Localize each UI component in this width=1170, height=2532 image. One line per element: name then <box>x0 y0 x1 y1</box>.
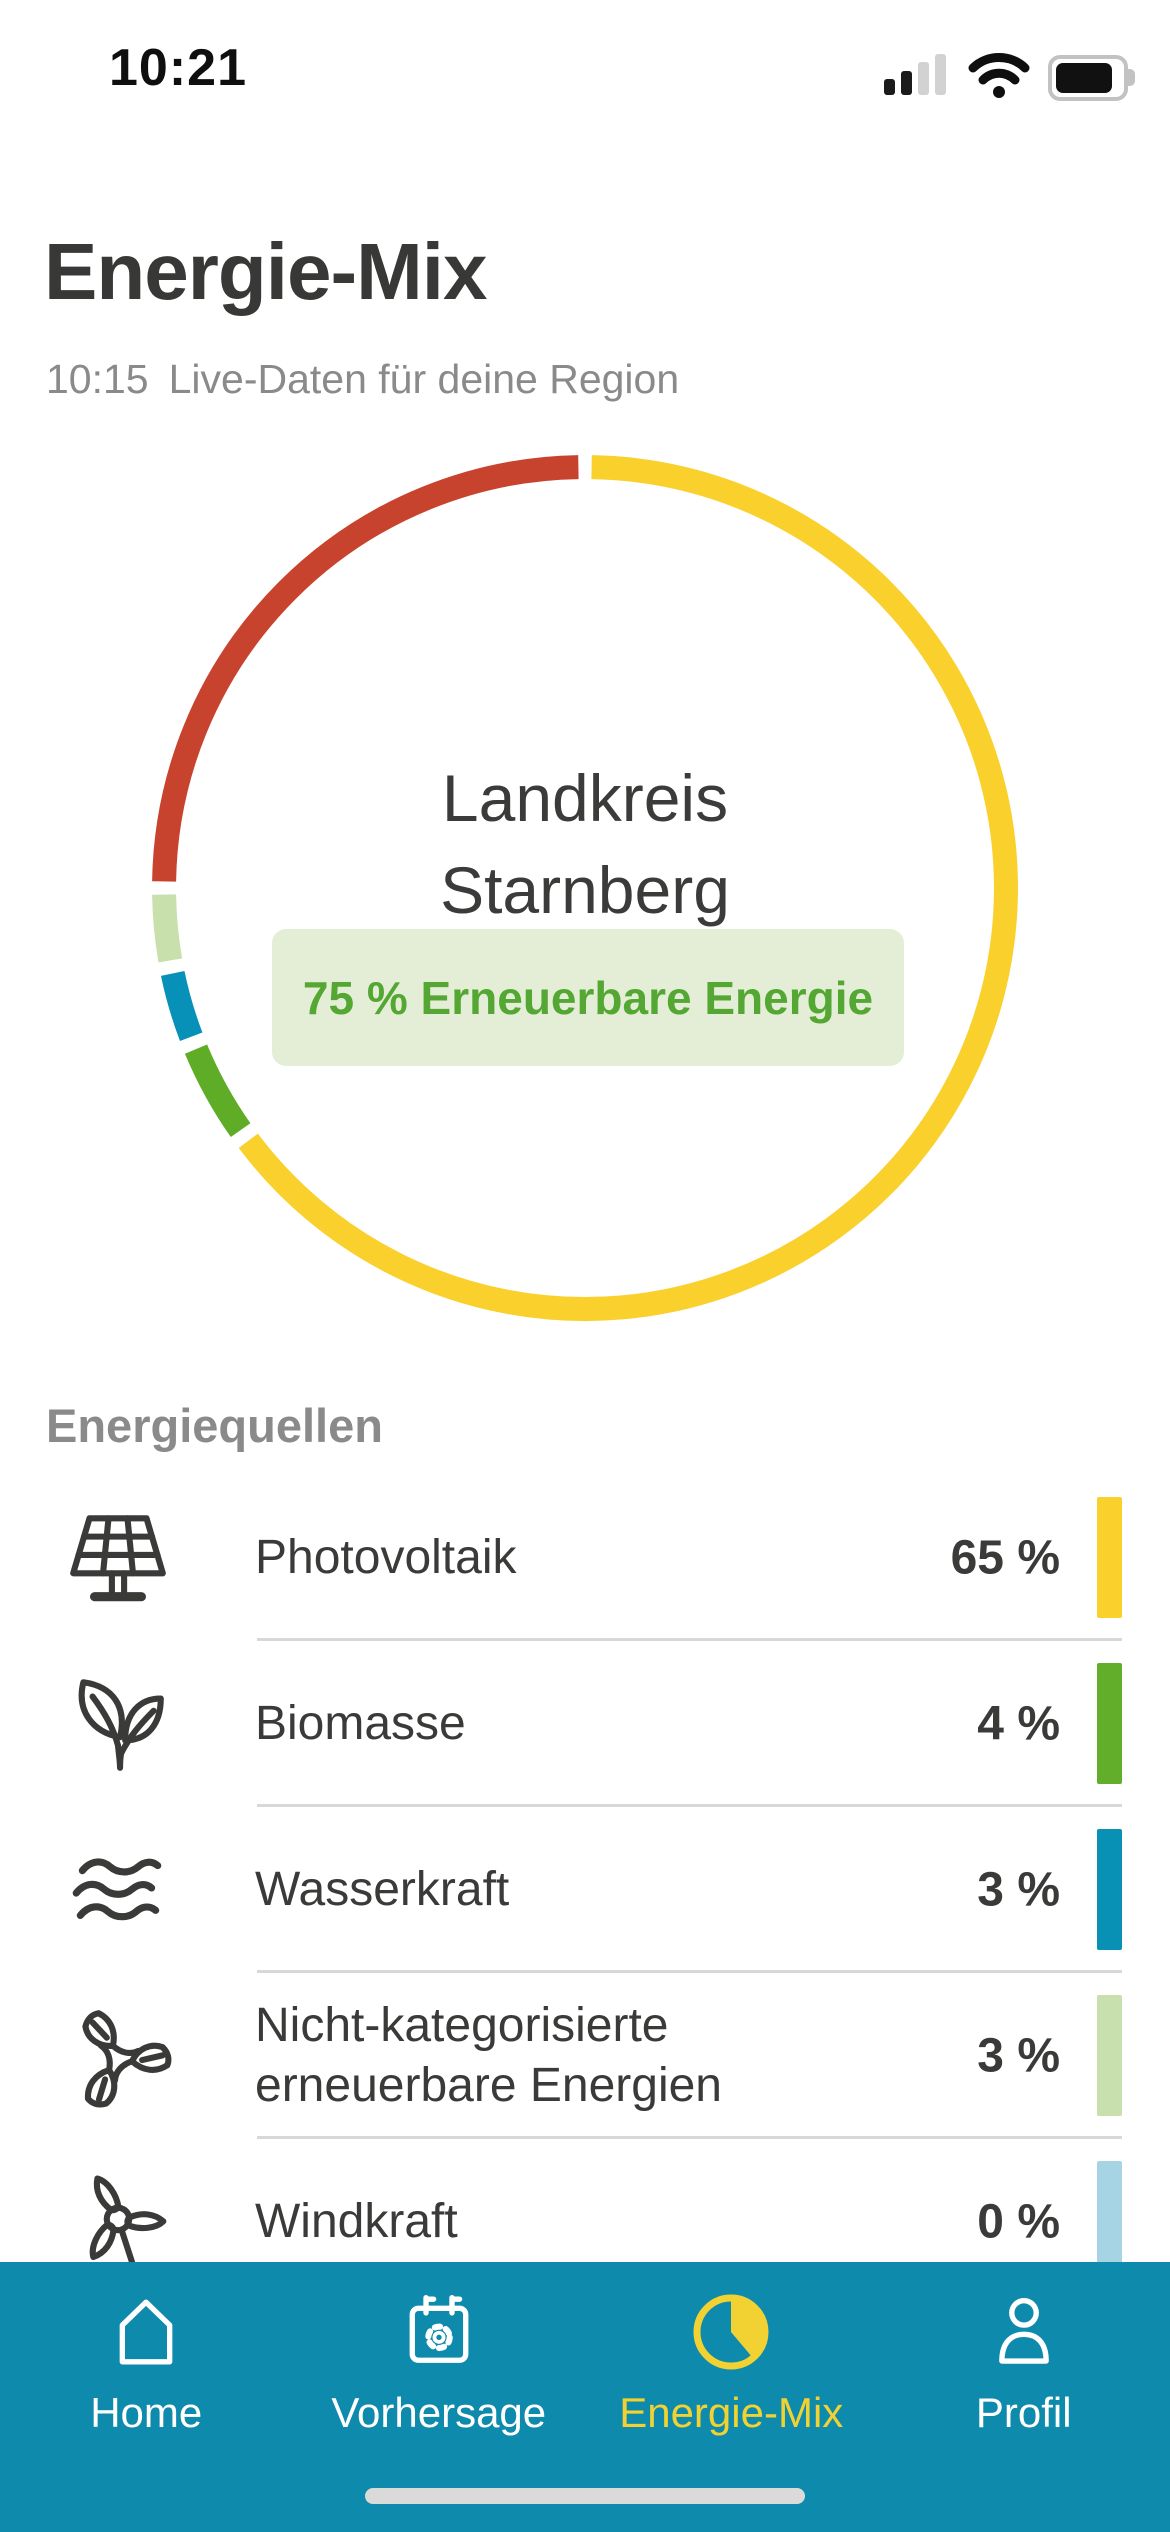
status-icons <box>884 52 1135 103</box>
source-label: Wasserkraft <box>255 1863 510 1916</box>
home-icon <box>104 2290 188 2379</box>
list-item-nicht-kategorisierte[interactable]: Nicht-kategorisierte erneuerbare Energie… <box>0 1973 1170 2139</box>
page-title: Energie-Mix <box>44 226 487 316</box>
subtitle-text: Live-Daten für deine Region <box>168 356 680 402</box>
live-data-subtitle: 10:15 Live-Daten für deine Region <box>46 356 679 403</box>
energy-mix-donut-chart: Landkreis Starnberg 75 % Erneuerbare Ene… <box>149 452 1021 1324</box>
source-value: 3 % <box>977 2029 1060 2083</box>
source-color-bar <box>1097 1497 1122 1618</box>
energy-donut <box>152 455 1018 1322</box>
renewable-energy-badge: 75 % Erneuerbare Energie <box>272 929 904 1066</box>
bottom-tab-bar: Home Vorhersage Energie-Mix <box>0 2262 1170 2532</box>
source-color-bar <box>1097 2161 1122 2282</box>
list-item-windkraft[interactable]: Windkraft 0 % <box>0 2139 1170 2305</box>
source-color-bar <box>1097 1995 1122 2116</box>
source-label: Nicht-kategorisierte erneuerbare Energie… <box>255 1999 722 2112</box>
calendar-gear-icon <box>397 2290 481 2379</box>
status-time: 10:21 <box>109 39 247 97</box>
pie-chart-icon <box>689 2290 773 2379</box>
tab-label: Energie-Mix <box>619 2389 844 2436</box>
tab-vorhersage[interactable]: Vorhersage <box>314 2290 564 2437</box>
recycle-leaves-icon <box>62 2000 174 2112</box>
region-line2: Starnberg <box>440 853 730 927</box>
water-waves-icon <box>62 1834 174 1946</box>
tab-label: Vorhersage <box>331 2389 547 2436</box>
tab-energie-mix[interactable]: Energie-Mix <box>606 2290 856 2437</box>
region-line1: Landkreis <box>441 761 729 835</box>
list-item-photovoltaik[interactable]: Photovoltaik 65 % <box>0 1475 1170 1641</box>
person-icon <box>982 2290 1066 2379</box>
source-value: 4 % <box>977 1697 1060 1751</box>
section-title-energiequellen: Energiequellen <box>46 1399 383 1452</box>
list-item-biomasse[interactable]: Biomasse 4 % <box>0 1641 1170 1807</box>
last-updated-time: 10:15 <box>46 356 149 402</box>
battery-icon <box>1048 54 1135 101</box>
list-item-wasserkraft[interactable]: Wasserkraft 3 % <box>0 1807 1170 1973</box>
source-value: 0 % <box>977 2195 1060 2249</box>
wifi-icon <box>968 52 1030 103</box>
source-color-bar <box>1097 1829 1122 1950</box>
source-value: 3 % <box>977 1863 1060 1917</box>
tab-label: Home <box>90 2389 203 2436</box>
status-bar: 10:21 <box>0 0 1170 130</box>
source-label: Biomasse <box>255 1697 466 1750</box>
tab-profil[interactable]: Profil <box>899 2290 1149 2437</box>
leaves-icon <box>62 1668 174 1780</box>
home-indicator[interactable] <box>365 2488 805 2504</box>
cellular-signal-icon <box>884 53 950 102</box>
solar-panel-icon <box>62 1502 174 1614</box>
source-label: Photovoltaik <box>255 1531 517 1584</box>
energy-source-list: Photovoltaik 65 % Biomasse 4 % Wasserkra <box>0 1475 1170 2305</box>
region-label: Landkreis Starnberg <box>149 752 1021 936</box>
tab-home[interactable]: Home <box>21 2290 271 2437</box>
source-value: 65 % <box>950 1531 1060 1585</box>
tab-label: Profil <box>975 2389 1072 2436</box>
source-label: Windkraft <box>255 2195 458 2248</box>
source-color-bar <box>1097 1663 1122 1784</box>
